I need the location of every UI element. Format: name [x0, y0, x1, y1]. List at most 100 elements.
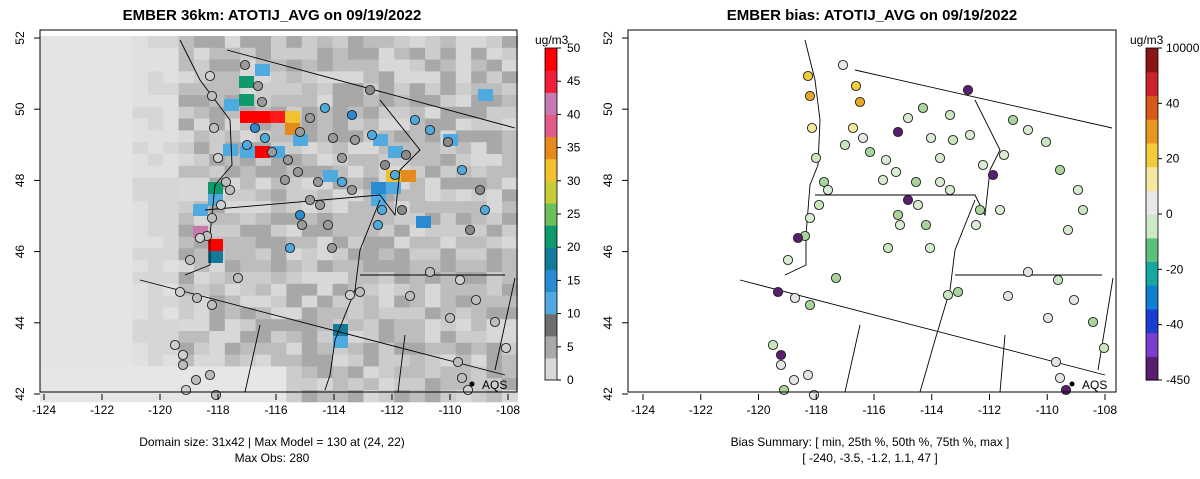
grid-cell	[101, 307, 118, 320]
station-marker	[256, 96, 268, 108]
grid-cell	[55, 354, 72, 367]
grid-cell	[209, 260, 226, 273]
y-tick-label: 52	[13, 31, 27, 45]
grid-cell	[40, 130, 56, 143]
grid-cell	[70, 378, 87, 391]
grid-cell	[301, 354, 318, 367]
grid-cell	[255, 390, 272, 403]
grid-cell	[378, 331, 395, 344]
grid-cell	[101, 224, 118, 238]
grid-cell	[40, 213, 56, 226]
grid-cell	[271, 295, 287, 308]
grid-cell	[348, 213, 364, 226]
grid-cell	[132, 342, 149, 356]
grid-cell	[332, 272, 349, 285]
station-marker	[220, 176, 232, 188]
station-marker	[772, 286, 784, 298]
left-plot-frame	[39, 29, 518, 393]
grid-cell	[163, 59, 180, 72]
grid-cell	[55, 248, 72, 261]
right-aqs-marker	[1069, 381, 1075, 387]
grid-cell	[240, 354, 257, 367]
grid-cell	[301, 342, 318, 356]
grid-cell	[209, 331, 226, 344]
legend-swatch	[545, 269, 557, 293]
grid-cell	[317, 342, 334, 356]
grid-cell	[101, 142, 118, 155]
grid-cell	[271, 95, 287, 108]
right-legend-bar: -450 -40 -20 0 20 40 10000	[1145, 41, 1200, 387]
grid-cell	[348, 201, 364, 214]
station-marker	[802, 369, 814, 381]
grid-cell	[178, 295, 195, 308]
grid-cell	[55, 130, 72, 143]
hotspot-cell	[323, 170, 338, 182]
grid-cell	[194, 106, 210, 120]
grid-cell	[86, 378, 103, 391]
grid-cell	[40, 71, 56, 84]
right-y-axis: 42 44 46 48 50 52	[601, 31, 628, 401]
grid-cell	[425, 201, 441, 214]
grid-cell	[394, 319, 411, 332]
grid-cell	[440, 283, 457, 297]
grid-cell	[378, 319, 395, 332]
grid-cell	[224, 83, 241, 96]
station-marker	[1060, 384, 1072, 396]
grid-cell	[209, 106, 226, 120]
legend-tick-label: 20	[567, 240, 581, 254]
grid-cell	[486, 213, 503, 226]
grid-cell	[486, 189, 503, 202]
grid-cell	[471, 47, 488, 61]
grid-cell	[486, 130, 503, 143]
grid-cell	[471, 260, 488, 273]
hotspot-cell	[223, 144, 238, 156]
station-marker	[282, 154, 294, 166]
station-marker	[810, 152, 822, 164]
grid-cell	[286, 36, 303, 49]
legend-swatch	[1146, 356, 1158, 381]
grid-cell	[486, 36, 503, 49]
legend-swatch	[545, 70, 557, 93]
station-marker	[259, 132, 271, 144]
station-marker	[892, 209, 904, 221]
grid-cell	[224, 319, 241, 332]
grid-cell	[394, 36, 411, 49]
grid-cell	[117, 142, 133, 155]
grid-cell	[378, 307, 395, 320]
grid-cell	[132, 236, 149, 249]
station-marker	[456, 372, 468, 384]
grid-cell	[363, 283, 380, 297]
grid-cell	[117, 248, 133, 261]
grid-cell	[317, 390, 334, 403]
grid-cell	[409, 71, 426, 84]
grid-cell	[317, 59, 334, 72]
grid-cell	[486, 307, 503, 320]
grid-cell	[55, 331, 72, 344]
grid-cell	[40, 331, 56, 344]
grid-cell	[409, 130, 426, 143]
grid-cell	[40, 201, 56, 214]
grid-cell	[378, 59, 395, 72]
grid-cell	[224, 342, 241, 356]
grid-cell	[271, 366, 287, 379]
y-tick-label: 48	[601, 173, 615, 187]
grid-cell	[240, 213, 257, 226]
grid-cell	[55, 106, 72, 120]
legend-swatch	[1146, 95, 1158, 120]
grid-cell	[101, 47, 118, 61]
grid-cell	[86, 366, 103, 379]
grid-cell	[409, 390, 426, 403]
grid-cell	[455, 213, 472, 226]
grid-cell	[178, 59, 195, 72]
grid-cell	[394, 307, 411, 320]
grid-cell	[178, 319, 195, 332]
grid-cell	[255, 47, 272, 61]
grid-cell	[101, 236, 118, 249]
grid-cell	[440, 189, 457, 202]
grid-cell	[194, 307, 210, 320]
grid-cell	[86, 390, 103, 403]
legend-tick-label: 45	[567, 74, 581, 88]
grid-cell	[147, 83, 164, 96]
grid-cell	[440, 106, 457, 120]
grid-cell	[86, 283, 103, 297]
